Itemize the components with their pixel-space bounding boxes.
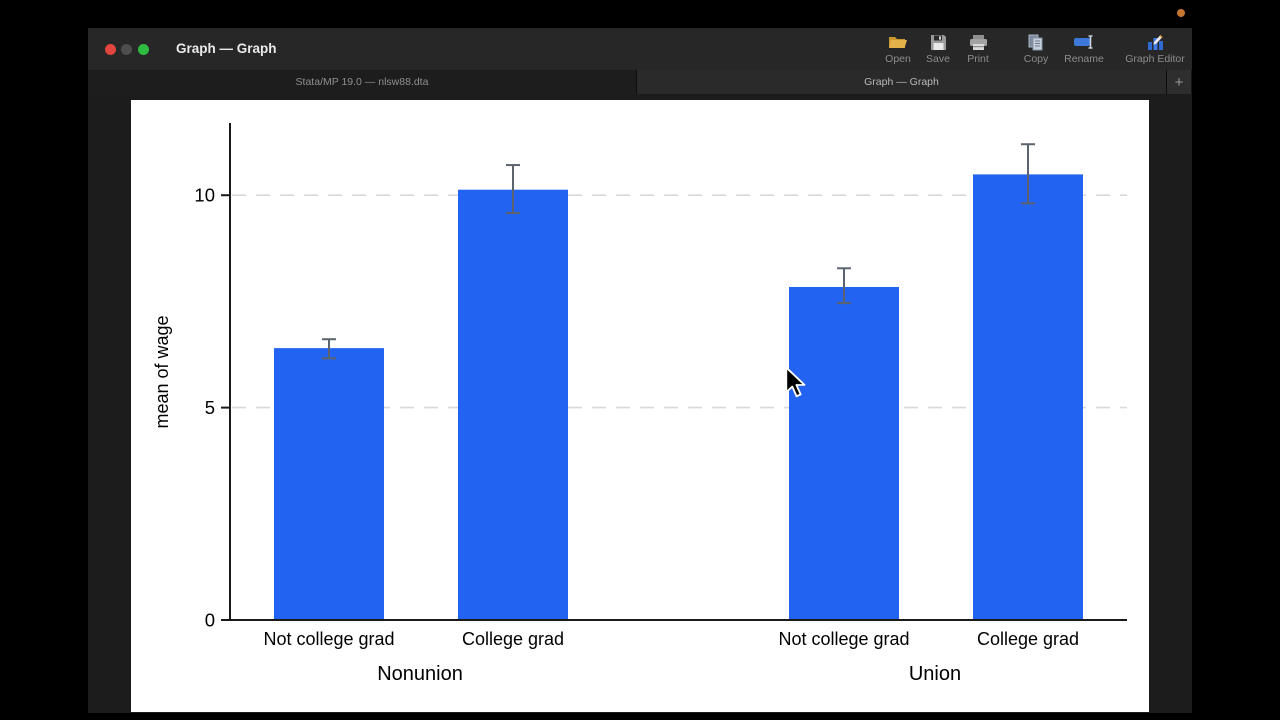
- toolbar-label: Open: [885, 53, 911, 65]
- open-button[interactable]: Open: [878, 32, 918, 65]
- toolbar-label: Save: [926, 53, 950, 65]
- printer-icon: [969, 32, 988, 52]
- tab-bar: Stata/MP 19.0 — nlsw88.dta Graph — Graph…: [88, 70, 1192, 94]
- tab-label: Graph — Graph: [864, 76, 939, 88]
- new-tab-button[interactable]: +: [1167, 70, 1191, 94]
- floppy-disk-icon: [930, 32, 947, 52]
- group-label: Nonunion: [377, 663, 463, 685]
- screen-recording-indicator-dot: [1177, 9, 1185, 17]
- group-label: Union: [909, 663, 961, 685]
- tab-label: Stata/MP 19.0 — nlsw88.dta: [295, 76, 429, 88]
- category-label: Not college grad: [263, 629, 394, 649]
- stata-graph-window: Graph — Graph Open: [88, 28, 1192, 713]
- toolbar-label: Graph Editor: [1125, 53, 1185, 65]
- print-button[interactable]: Print: [958, 32, 998, 65]
- folder-open-icon: [888, 32, 908, 52]
- zoom-button[interactable]: [138, 44, 149, 55]
- copy-pages-icon: [1027, 32, 1045, 52]
- category-label: College grad: [977, 629, 1079, 649]
- graph-content-area: 0 5 10 Not college grad College grad Nonunion…: [88, 94, 1192, 713]
- y-tick-label: 5: [205, 397, 215, 418]
- copy-button[interactable]: Copy: [1014, 32, 1058, 65]
- graph-canvas: 0 5 10 Not college grad College grad Nonunion…: [131, 100, 1149, 712]
- rename-field-icon: [1073, 32, 1095, 52]
- toolbar: Open Save: [878, 32, 1190, 70]
- minimize-button[interactable]: [121, 44, 132, 55]
- category-label: Not college grad: [778, 629, 909, 649]
- toolbar-label: Copy: [1023, 53, 1049, 65]
- bar: [973, 174, 1083, 620]
- title-bar[interactable]: Graph — Graph Open: [88, 28, 1192, 70]
- tab-graph[interactable]: Graph — Graph: [637, 70, 1167, 94]
- graph-editor-button[interactable]: Graph Editor: [1120, 32, 1190, 65]
- window-title: Graph — Graph: [176, 41, 277, 56]
- close-button[interactable]: [105, 44, 116, 55]
- rename-button[interactable]: Rename: [1058, 32, 1110, 65]
- bar-chart: 0 5 10 Not college grad College grad Nonunion…: [152, 123, 1127, 685]
- save-button[interactable]: Save: [918, 32, 958, 65]
- bar: [458, 189, 568, 620]
- bar: [789, 286, 899, 620]
- tab-stata-main[interactable]: Stata/MP 19.0 — nlsw88.dta: [88, 70, 637, 94]
- bar: [274, 348, 384, 620]
- y-tick-label: 0: [205, 610, 215, 631]
- y-tick-label: 10: [194, 185, 215, 206]
- y-axis-title: mean of wage: [152, 315, 172, 428]
- toolbar-label: Print: [967, 53, 989, 65]
- category-label: College grad: [462, 629, 564, 649]
- graph-editor-icon: [1145, 32, 1165, 52]
- toolbar-label: Rename: [1064, 53, 1104, 65]
